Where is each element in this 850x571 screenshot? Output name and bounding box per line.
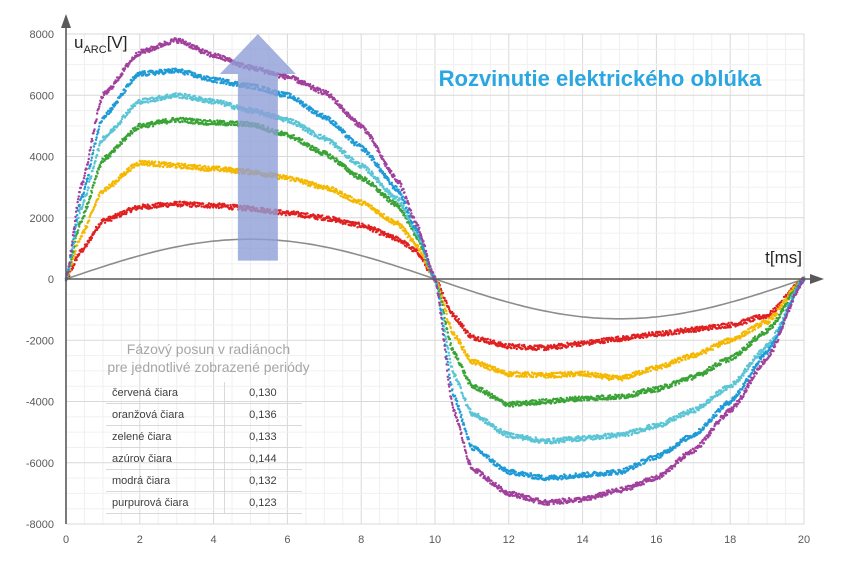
phase-shift-table: červená čiara 0,130 oranžová čiara 0,136 zel… — [106, 382, 302, 514]
x-tick-label: 16 — [650, 534, 662, 546]
x-tick-labels: 0 2 4 6 8 10 12 14 16 18 20 — [63, 534, 810, 546]
x-tick-label: 6 — [284, 534, 290, 546]
phase-row-label: azúrov čiara — [106, 447, 225, 470]
phase-row-label: zelené čiara — [106, 425, 225, 448]
chart-axes — [61, 14, 824, 524]
x-tick-label: 4 — [211, 534, 217, 546]
phase-table-row: azúrov čiara 0,144 — [106, 447, 302, 470]
phase-row-value: 0,144 — [224, 447, 302, 470]
phase-shift-panel: Fázový posun v radiánoch pre jednotlivé … — [96, 340, 321, 514]
y-axis-label-subscript: ARC — [83, 44, 106, 56]
phase-table-row: modrá čiara 0,132 — [106, 469, 302, 492]
phase-table-row: zelené čiara 0,133 — [106, 425, 302, 448]
x-axis-arrowhead — [810, 274, 824, 284]
x-tick-label: 18 — [724, 534, 736, 546]
phase-row-value: 0,130 — [224, 382, 302, 404]
x-tick-label: 14 — [576, 534, 588, 546]
phase-panel-title-line2: pre jednotlivé zobrazené periódy — [107, 359, 310, 375]
x-tick-label: 8 — [358, 534, 364, 546]
growth-arrow-shape — [219, 34, 296, 261]
x-axis-label: t[ms] — [765, 248, 802, 267]
phase-row-label: červená čiara — [106, 382, 225, 404]
y-axis-arrowhead — [61, 14, 71, 28]
y-tick-label: -2000 — [26, 335, 54, 347]
phase-panel-title: Fázový posun v radiánoch pre jednotlivé … — [96, 340, 321, 376]
y-tick-label: 4000 — [30, 152, 54, 164]
phase-table-row: oranžová čiara 0,136 — [106, 403, 302, 426]
y-tick-label: 2000 — [30, 213, 54, 225]
y-tick-label: 0 — [48, 274, 54, 286]
phase-row-label: purpurová čiara — [106, 491, 225, 514]
x-tick-label: 2 — [137, 534, 143, 546]
x-tick-label: 0 — [63, 534, 69, 546]
phase-row-value: 0,133 — [224, 425, 302, 448]
phase-table-row: červená čiara 0,130 — [106, 382, 302, 404]
x-tick-label: 20 — [798, 534, 810, 546]
y-tick-label: -6000 — [26, 458, 54, 470]
y-tick-label: 6000 — [30, 90, 54, 102]
y-axis-label: uARC[V] — [74, 33, 128, 56]
phase-row-label: modrá čiara — [106, 469, 225, 492]
y-tick-label: 8000 — [30, 29, 54, 41]
x-tick-label: 12 — [503, 534, 515, 546]
chart-title: Rozvinutie elektrického oblúka — [439, 66, 763, 91]
y-tick-labels: 8000 6000 4000 2000 0 -2000 -4000 -6000 -8000 — [26, 29, 54, 531]
y-tick-label: -8000 — [26, 519, 54, 531]
x-tick-label: 10 — [429, 534, 441, 546]
growth-arrow — [219, 34, 296, 261]
phase-panel-title-line1: Fázový posun v radiánoch — [126, 341, 291, 357]
phase-row-value: 0,136 — [224, 403, 302, 426]
y-tick-label: -4000 — [26, 397, 54, 409]
phase-row-value: 0,132 — [224, 469, 302, 492]
phase-row-label: oranžová čiara — [106, 403, 225, 426]
phase-row-value: 0,123 — [224, 491, 302, 514]
phase-table-row: purpurová čiara 0,123 — [106, 491, 302, 514]
